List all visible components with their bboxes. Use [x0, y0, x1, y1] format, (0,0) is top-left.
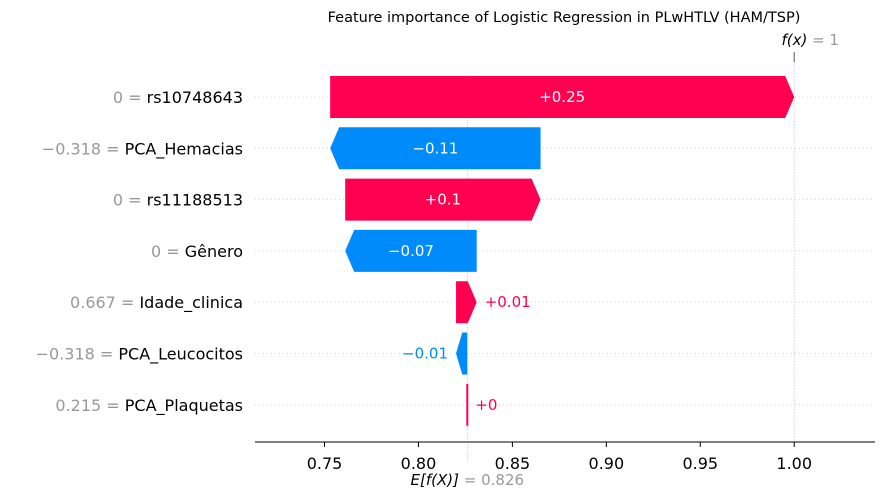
bar-value-label: +0.25	[539, 88, 585, 106]
base-value-label: E[f(X)] = 0.826	[411, 471, 525, 489]
bars: +0.25 −0.11 +0.1 −0.07 +0.01 −0.01 +0	[330, 76, 795, 426]
bar	[330, 76, 795, 118]
x-tick-label: 0.95	[682, 454, 718, 473]
bar-value-label: −0.11	[412, 139, 458, 157]
feature-label: 0.667 = Idade_clinica	[70, 293, 243, 313]
feature-label: −0.318 = PCA_Hemacias	[42, 139, 243, 159]
bar-value-label: +0.01	[485, 293, 531, 311]
annotations: E[f(X)] = 0.826 f(x) = 1	[411, 31, 839, 489]
feature-value: 0.667 =	[70, 293, 139, 312]
bar-value-label: −0.01	[402, 345, 448, 363]
output-value-label: f(x) = 1	[781, 31, 839, 49]
feature-label: 0.215 = PCA_Plaquetas	[55, 396, 243, 416]
bar-value-label: +0	[475, 396, 497, 414]
feature-value: 0 =	[151, 242, 185, 261]
x-tick-label: 0.85	[495, 454, 531, 473]
feature-name: rs11188513	[147, 191, 243, 210]
feature-label: 0 = rs10748643	[113, 88, 243, 107]
base-value-prefix: E[f(X)]	[411, 471, 464, 489]
bar	[345, 229, 477, 272]
feature-name: PCA_Plaquetas	[125, 396, 243, 416]
feature-value: 0 =	[113, 88, 147, 107]
x-tick-label: 0.90	[589, 454, 625, 473]
chart-title: Feature importance of Logistic Regressio…	[328, 10, 801, 26]
feature-value: 0 =	[113, 191, 147, 210]
feature-name: rs10748643	[147, 88, 243, 107]
bar	[345, 178, 541, 221]
bar	[456, 332, 468, 375]
feature-labels: 0 = rs10748643 −0.318 = PCA_Hemacias 0 = r…	[36, 88, 243, 416]
bar-value-label: −0.07	[388, 242, 434, 260]
feature-label: 0 = Gênero	[151, 242, 243, 261]
feature-value: −0.318 =	[36, 345, 119, 364]
base-value-text: = 0.826	[464, 471, 524, 489]
feature-name: PCA_Hemacias	[125, 139, 243, 159]
feature-label: 0 = rs11188513	[113, 191, 243, 210]
bar	[330, 127, 541, 170]
bar	[456, 281, 477, 324]
x-tick-label: 0.80	[401, 454, 437, 473]
feature-name: Gênero	[185, 242, 243, 261]
x-tick-label: 1.00	[776, 454, 812, 473]
feature-name: Idade_clinica	[139, 293, 243, 313]
output-value-prefix: f(x)	[781, 31, 812, 49]
feature-value: −0.318 =	[42, 139, 125, 158]
bar-value-label: +0.1	[425, 191, 461, 209]
x-axis: 0.75 0.80 0.85 0.90 0.95 1.00	[255, 441, 875, 473]
feature-label: −0.318 = PCA_Leucocitos	[36, 345, 243, 365]
feature-value: 0.215 =	[55, 396, 124, 415]
output-value-text: = 1	[812, 31, 839, 49]
feature-name: PCA_Leucocitos	[118, 345, 243, 365]
x-tick-label: 0.75	[307, 454, 343, 473]
